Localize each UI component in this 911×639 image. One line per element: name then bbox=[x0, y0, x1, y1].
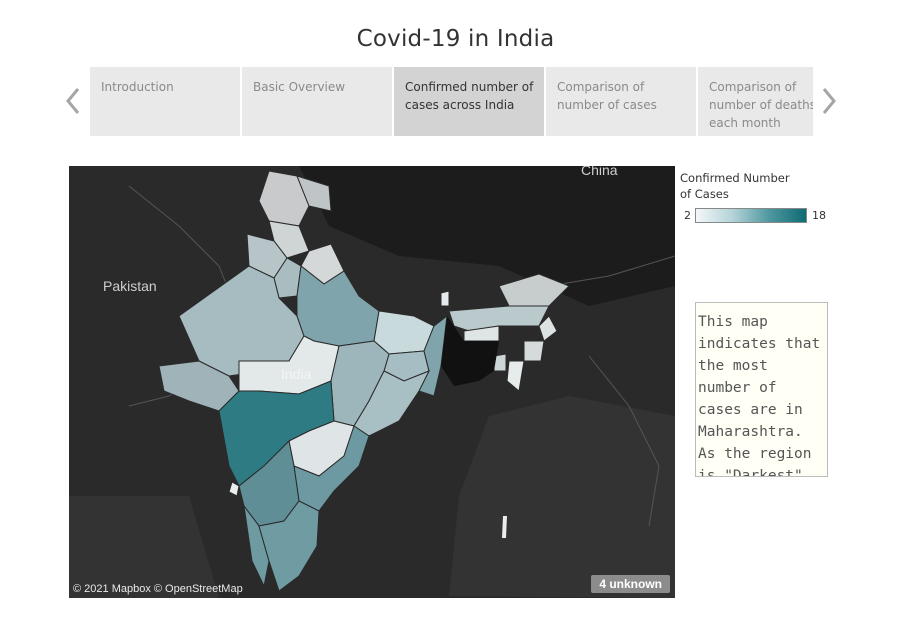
state-assam bbox=[448, 305, 550, 332]
page-title: Covid-19 in India bbox=[356, 26, 555, 52]
next-story-button[interactable] bbox=[818, 80, 842, 120]
state-sikkim bbox=[440, 290, 450, 307]
label-china: China bbox=[581, 166, 618, 178]
state-tamil-nadu bbox=[258, 500, 320, 592]
label-india: India bbox=[281, 366, 312, 382]
myanmar-border bbox=[588, 355, 660, 527]
annotation-textbox: This map indicates that the most number … bbox=[695, 302, 828, 477]
prev-story-button[interactable] bbox=[61, 80, 85, 120]
state-nagaland bbox=[538, 315, 558, 342]
legend-min-value: 2 bbox=[684, 209, 691, 222]
legend-title: Confirmed Number of Cases bbox=[680, 171, 790, 201]
andaman-islands bbox=[502, 516, 507, 538]
state-kerala bbox=[243, 505, 270, 588]
state-himachal bbox=[268, 220, 310, 259]
map-attribution[interactable]: © 2021 Mapbox © OpenStreetMap bbox=[73, 583, 243, 595]
state-west-bengal bbox=[418, 314, 448, 397]
sea-area bbox=[449, 396, 675, 598]
china-border bbox=[548, 255, 675, 287]
legend-max-value: 18 bbox=[812, 209, 826, 222]
chevron-right-icon bbox=[822, 88, 836, 114]
tab-basic-overview[interactable]: Basic Overview bbox=[242, 67, 392, 136]
story-point-tabs: Introduction Basic Overview Confirmed nu… bbox=[90, 67, 813, 136]
state-ladakh bbox=[296, 175, 332, 212]
state-manipur bbox=[523, 340, 545, 362]
arabian-sea bbox=[69, 496, 219, 598]
map-canvas bbox=[69, 166, 675, 598]
state-goa bbox=[228, 481, 240, 497]
tab-comparison-cases[interactable]: Comparison of number of cases bbox=[546, 67, 696, 136]
bangladesh-region bbox=[441, 316, 499, 386]
tab-introduction[interactable]: Introduction bbox=[90, 67, 240, 136]
legend-color-ramp bbox=[695, 208, 807, 223]
label-pakistan: Pakistan bbox=[103, 278, 157, 294]
himalaya-terrain bbox=[69, 166, 675, 306]
state-mizoram bbox=[506, 360, 525, 392]
tab-confirmed-cases[interactable]: Confirmed number of cases across India bbox=[394, 67, 544, 136]
india-states bbox=[158, 170, 570, 592]
tab-comparison-deaths[interactable]: Comparison of number of deaths each mont… bbox=[698, 67, 813, 136]
state-arunachal bbox=[498, 273, 570, 307]
chevron-left-icon bbox=[66, 88, 80, 114]
unknown-values-indicator[interactable]: 4 unknown bbox=[591, 575, 670, 593]
india-map[interactable]: China Pakistan India © 2021 Mapbox © Ope… bbox=[69, 166, 675, 598]
